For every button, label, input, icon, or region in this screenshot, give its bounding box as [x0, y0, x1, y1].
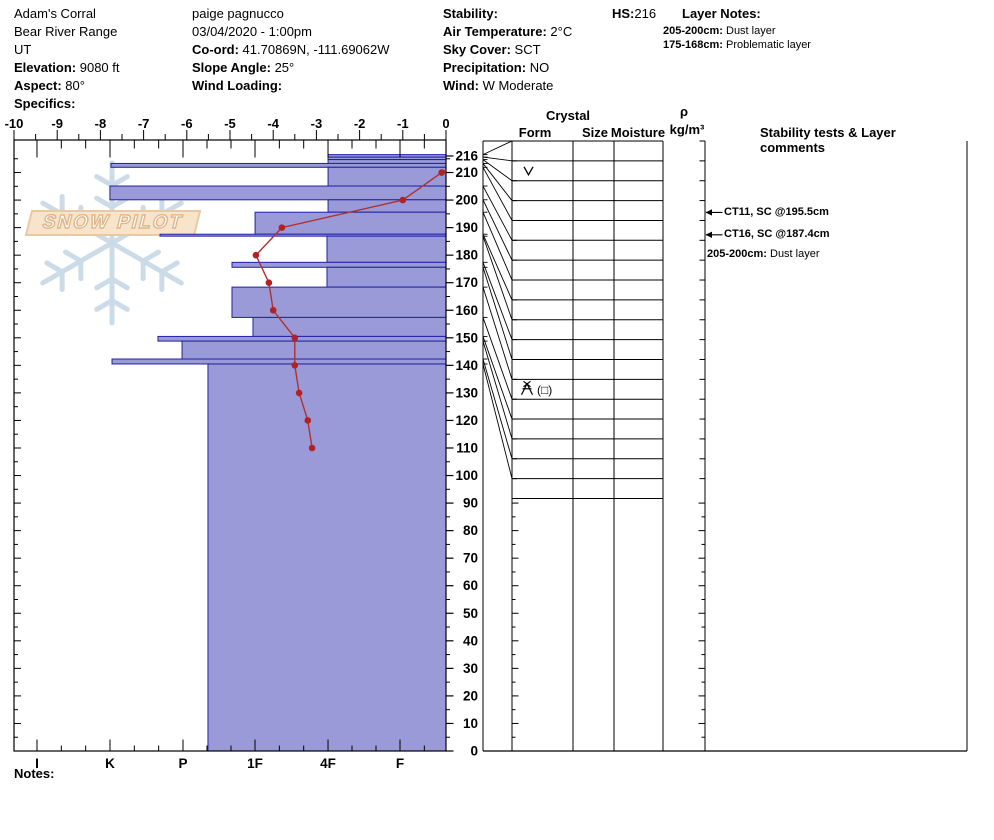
depth-axis-label: 80 — [463, 523, 478, 538]
depth-axis-label: 210 — [455, 165, 478, 180]
temperature-point — [295, 389, 303, 397]
depth-axis-label: 60 — [463, 578, 478, 593]
sky-cover-line: Sky Cover: SCT — [443, 42, 541, 57]
stability-tests-header: Stability tests & Layer comments — [760, 125, 896, 155]
temperature-point — [269, 306, 277, 314]
depth-axis-label: 110 — [456, 440, 478, 455]
snow-height-info: HS:216 — [612, 5, 656, 23]
layer-notes-title-wrap: Layer Notes: — [682, 5, 761, 23]
depth-hoar-icon — [520, 380, 534, 396]
temp-axis-label: -1 — [397, 116, 409, 131]
conditions-info: Stability: Air Temperature: 2°C Sky Cove… — [443, 5, 572, 95]
depth-axis-label: 50 — [463, 606, 478, 621]
depth-axis-label: 200 — [455, 193, 478, 208]
temp-axis-label: 0 — [442, 116, 449, 131]
air-temp-line: Air Temperature: 2°C — [443, 24, 573, 39]
temperature-point — [304, 417, 312, 424]
depth-axis-label: 170 — [455, 275, 478, 290]
hs-line: HS:216 — [612, 6, 657, 21]
depth-axis-label: 90 — [463, 496, 478, 511]
observer-info: paige pagnucco 03/04/2020 - 1:00pm Co-or… — [192, 5, 390, 95]
coordinates-line: Co-ord: 41.70869N, -111.69062W — [192, 42, 390, 57]
observer-name: paige pagnucco — [192, 6, 284, 21]
depth-axis-label: 0 — [470, 744, 478, 759]
comment-arrow-icon — [705, 209, 712, 216]
wind-loading-line: Wind Loading: — [192, 78, 283, 93]
layer-comment-dust: 205-200cm: Dust layer — [707, 248, 820, 260]
precipitation-line: Precipitation: NO — [443, 60, 550, 75]
temperature-line — [255, 169, 447, 449]
notes-label: Notes: — [14, 766, 55, 781]
wind-line: Wind: W Moderate — [443, 78, 554, 93]
hardness-axis-label: 1F — [247, 756, 263, 771]
depth-axis-label: 180 — [455, 248, 478, 263]
temperature-point — [399, 196, 407, 204]
aspect-line: Aspect: 80° — [14, 78, 85, 93]
temperature-point — [291, 334, 299, 342]
pit-name: Adam's Corral — [14, 6, 96, 21]
crystal-secondary-form: (□) — [537, 383, 552, 397]
temp-axis-label: -3 — [311, 116, 323, 131]
depth-axis-label: 140 — [455, 358, 478, 373]
temp-axis-label: -5 — [224, 116, 236, 131]
depth-axis-label: 20 — [463, 688, 478, 703]
depth-axis-label: 10 — [463, 716, 478, 731]
density-symbol-header: ρ — [679, 104, 689, 119]
temp-axis-label: -7 — [138, 116, 150, 131]
temperature-point — [308, 444, 316, 452]
hardness-axis-label: 4F — [320, 756, 336, 771]
hardness-bars — [109, 154, 447, 752]
density-unit-header: kg/m³ — [669, 122, 705, 137]
hardness-axis-label: I — [35, 756, 39, 771]
temp-axis-label: -4 — [267, 116, 279, 131]
temperature-point — [278, 224, 286, 231]
moisture-header: Moisture — [610, 125, 666, 140]
layer-note-1: 205-200cm: Dust layer — [663, 25, 776, 37]
mountain-range: Bear River Range — [14, 24, 118, 39]
hardness-axis-label: F — [396, 756, 404, 771]
stability-test-ct11: CT11, SC @195.5cm — [724, 206, 829, 218]
depth-axis-label: 130 — [455, 385, 478, 400]
layer-notes-title: Layer Notes: — [682, 6, 761, 21]
depth-axis-label: 160 — [455, 303, 478, 318]
temp-axis-label: -6 — [181, 116, 193, 131]
depth-axis-label: 190 — [455, 220, 478, 235]
temperature-point — [252, 251, 260, 259]
pit-datetime: 03/04/2020 - 1:00pm — [192, 24, 312, 39]
slope-angle-line: Slope Angle: 25° — [192, 60, 295, 75]
stability-line: Stability: — [443, 6, 498, 21]
temperature-point — [438, 169, 445, 176]
state: UT — [14, 42, 32, 57]
temp-axis-label: -10 — [5, 116, 24, 131]
surface-hoar-icon — [523, 166, 534, 177]
specifics-line: Specifics: — [14, 96, 76, 111]
depth-axis-label: 150 — [455, 330, 478, 345]
comment-arrow-icon — [705, 231, 712, 238]
temperature-point — [291, 362, 299, 369]
layer-note-2: 175-168cm: Problematic layer — [663, 39, 811, 51]
depth-axis-label: 70 — [463, 551, 478, 566]
depth-axis-label: 30 — [463, 661, 478, 676]
depth-axis-label: 216 — [455, 149, 478, 164]
hardness-axis-label: K — [105, 756, 115, 771]
hardness-axis-label: P — [178, 756, 187, 771]
depth-axis-label: 120 — [455, 413, 478, 428]
depth-axis-label: 100 — [455, 468, 478, 483]
size-header: Size — [581, 125, 609, 140]
crystal-header: Crystal — [545, 108, 591, 123]
depth-axis-label: 40 — [463, 633, 478, 648]
temp-axis-label: -2 — [354, 116, 366, 131]
temp-axis-label: -9 — [51, 116, 63, 131]
location-info: Adam's Corral Bear River Range UT Elevat… — [14, 5, 120, 113]
form-header: Form — [518, 125, 552, 140]
elevation-line: Elevation: 9080 ft — [14, 60, 120, 75]
temperature-point — [265, 279, 273, 287]
temp-axis-label: -8 — [95, 116, 107, 131]
stability-test-ct16: CT16, SC @187.4cm — [724, 228, 830, 240]
